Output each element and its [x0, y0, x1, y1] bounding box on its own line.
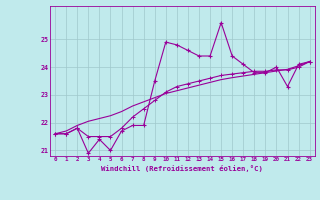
X-axis label: Windchill (Refroidissement éolien,°C): Windchill (Refroidissement éolien,°C) [101, 165, 263, 172]
